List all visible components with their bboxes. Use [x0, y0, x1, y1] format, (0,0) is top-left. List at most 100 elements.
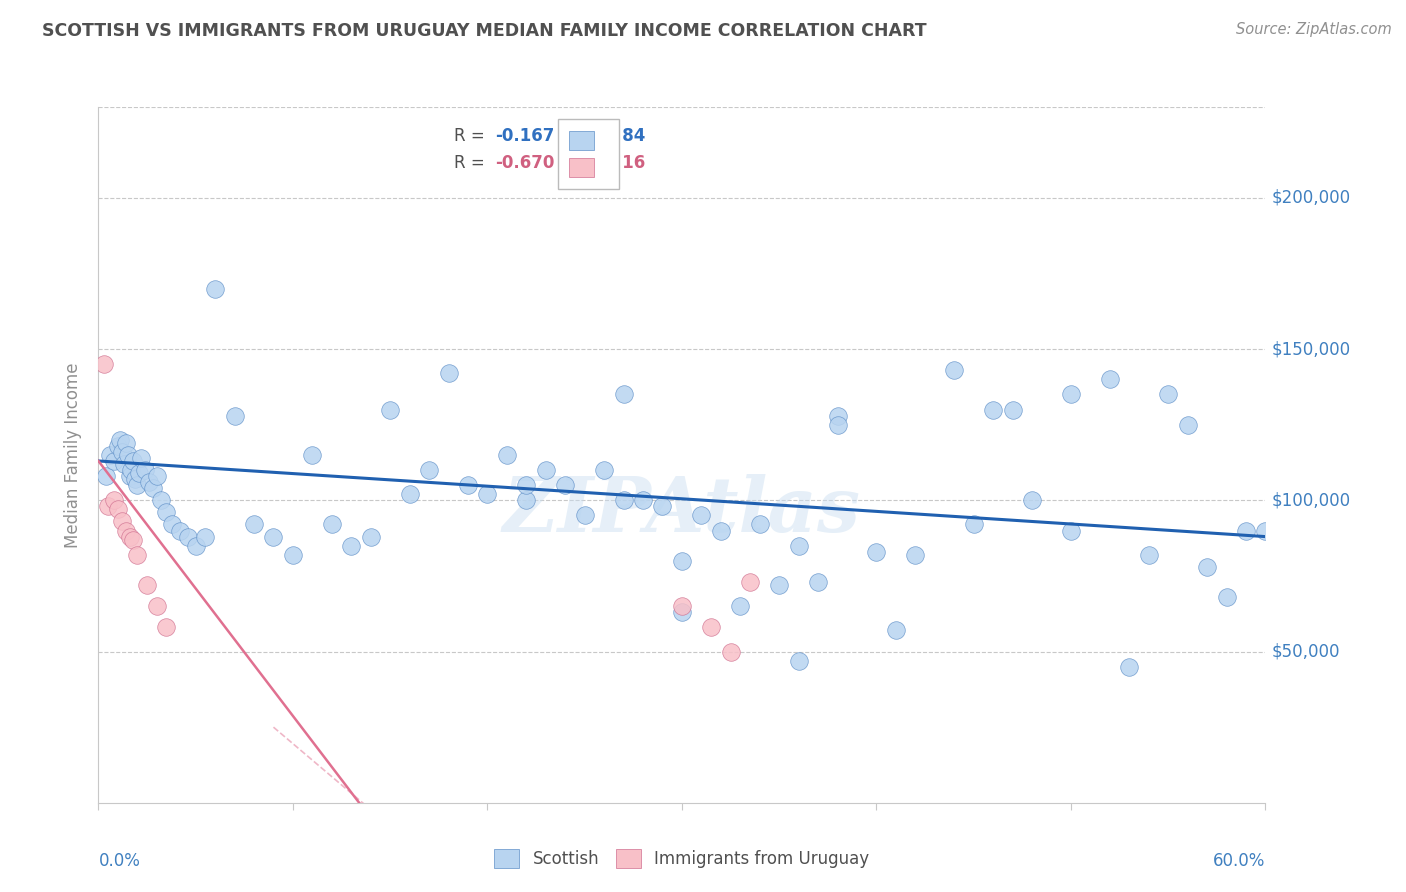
- Text: R =: R =: [454, 128, 491, 145]
- Text: R =: R =: [454, 153, 491, 171]
- Point: [93, 357, 115, 371]
- Point: [138, 475, 160, 490]
- Point: [807, 574, 830, 589]
- Point: [1021, 493, 1043, 508]
- Point: [97, 500, 120, 514]
- Point: [1060, 387, 1083, 401]
- Point: [118, 530, 141, 544]
- Text: N = 84: N = 84: [582, 128, 645, 145]
- Point: [515, 493, 537, 508]
- Point: [787, 654, 810, 668]
- Point: [962, 517, 984, 532]
- Point: [1234, 524, 1257, 538]
- Point: [146, 469, 169, 483]
- Point: [671, 599, 693, 614]
- Point: [671, 554, 693, 568]
- Point: [1001, 402, 1024, 417]
- Point: [1098, 372, 1121, 386]
- Point: [134, 463, 156, 477]
- Point: [884, 624, 907, 638]
- Point: [477, 487, 499, 501]
- Point: [398, 487, 420, 501]
- Point: [378, 402, 402, 417]
- Point: [122, 454, 145, 468]
- Point: [321, 517, 343, 532]
- Point: [155, 620, 177, 634]
- Point: [155, 505, 177, 519]
- Point: [112, 457, 135, 471]
- Point: [720, 644, 742, 658]
- Point: [437, 366, 460, 380]
- Text: -0.167: -0.167: [495, 128, 554, 145]
- Point: [748, 517, 770, 532]
- Point: [651, 500, 673, 514]
- Point: [184, 539, 207, 553]
- Point: [281, 548, 304, 562]
- Point: [728, 599, 751, 614]
- Point: [107, 502, 129, 516]
- Point: [124, 472, 146, 486]
- Point: [117, 448, 139, 462]
- Point: [340, 539, 363, 553]
- Point: [146, 599, 169, 614]
- Point: [827, 417, 849, 432]
- Point: [671, 605, 693, 619]
- Point: [204, 281, 226, 295]
- Point: [98, 448, 121, 462]
- Text: SCOTTISH VS IMMIGRANTS FROM URUGUAY MEDIAN FAMILY INCOME CORRELATION CHART: SCOTTISH VS IMMIGRANTS FROM URUGUAY MEDI…: [42, 22, 927, 40]
- Point: [787, 539, 810, 553]
- Point: [710, 524, 733, 538]
- Point: [612, 387, 634, 401]
- Point: [129, 450, 152, 465]
- Text: N = 16: N = 16: [582, 153, 645, 171]
- Point: [1118, 659, 1140, 673]
- Point: [128, 466, 150, 480]
- Point: [1215, 590, 1237, 604]
- Point: [127, 478, 149, 492]
- Text: $200,000: $200,000: [1271, 189, 1350, 207]
- Point: [118, 469, 141, 483]
- Y-axis label: Median Family Income: Median Family Income: [65, 362, 83, 548]
- Point: [865, 545, 887, 559]
- Point: [194, 530, 217, 544]
- Point: [1060, 524, 1083, 538]
- Text: Source: ZipAtlas.com: Source: ZipAtlas.com: [1236, 22, 1392, 37]
- Point: [1157, 387, 1180, 401]
- Text: -0.670: -0.670: [495, 153, 554, 171]
- Point: [142, 481, 165, 495]
- Point: [243, 517, 266, 532]
- Point: [612, 493, 634, 508]
- Point: [738, 574, 761, 589]
- Point: [1254, 524, 1277, 538]
- Point: [360, 530, 382, 544]
- Point: [224, 409, 246, 423]
- Text: $100,000: $100,000: [1271, 491, 1350, 509]
- Point: [981, 402, 1004, 417]
- Point: [107, 439, 129, 453]
- Point: [108, 433, 131, 447]
- Point: [574, 508, 596, 523]
- Text: 0.0%: 0.0%: [98, 852, 141, 870]
- Point: [122, 533, 145, 547]
- Point: [904, 548, 927, 562]
- Text: $50,000: $50,000: [1271, 642, 1340, 661]
- Point: [593, 463, 616, 477]
- Legend: Scottish, Immigrants from Uruguay: Scottish, Immigrants from Uruguay: [488, 842, 876, 874]
- Point: [103, 454, 125, 468]
- Point: [301, 448, 323, 462]
- Point: [169, 524, 191, 538]
- Text: ZIPAtlas: ZIPAtlas: [503, 474, 860, 548]
- Point: [495, 448, 517, 462]
- Point: [111, 445, 134, 459]
- Text: 60.0%: 60.0%: [1213, 852, 1265, 870]
- Point: [1137, 548, 1160, 562]
- Point: [534, 463, 557, 477]
- Point: [103, 493, 125, 508]
- Point: [1195, 559, 1218, 574]
- Point: [768, 578, 790, 592]
- Point: [690, 508, 713, 523]
- Point: [457, 478, 479, 492]
- Point: [515, 478, 537, 492]
- Point: [149, 493, 172, 508]
- Point: [1177, 417, 1199, 432]
